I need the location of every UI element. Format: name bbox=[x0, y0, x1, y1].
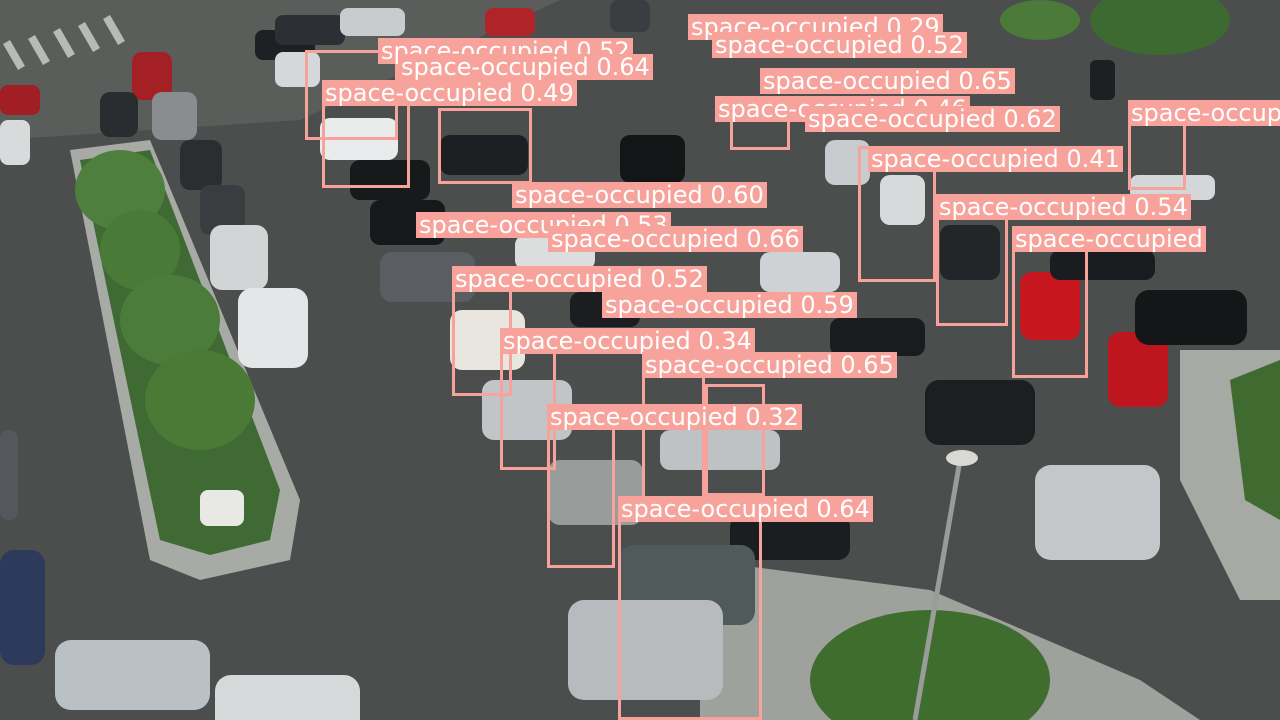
detection-box bbox=[705, 384, 765, 496]
detection-label: space-occupied 0.43 bbox=[1128, 100, 1280, 126]
detection-label: space-occupied 0.49 bbox=[322, 80, 577, 106]
detection-label: space-occupied 0.32 bbox=[547, 404, 802, 430]
detection-box bbox=[438, 108, 532, 184]
detection-label: space-occupied 0.52 bbox=[712, 32, 967, 58]
detection-label: space-occupied 0.64 bbox=[618, 496, 873, 522]
detection-label: space-occupied 0.59 bbox=[602, 292, 857, 318]
detection-label: space-occupied 0.60 bbox=[512, 182, 767, 208]
detection-box bbox=[618, 496, 762, 720]
detection-label: space-occupied 0.41 bbox=[868, 146, 1123, 172]
detection-label: space-occupied bbox=[1012, 226, 1206, 252]
detection-label: space-occupied 0.64 bbox=[398, 54, 653, 80]
detection-label: space-occupied 0.34 bbox=[500, 328, 755, 354]
detection-label: space-occupied 0.54 bbox=[936, 194, 1191, 220]
detection-label: space-occupied 0.65 bbox=[642, 352, 897, 378]
detection-label: space-occupied 0.65 bbox=[760, 68, 1015, 94]
detection-label: space-occupied 0.62 bbox=[805, 106, 1060, 132]
detection-label: space-occupied 0.52 bbox=[452, 266, 707, 292]
detection-label: space-occupied 0.66 bbox=[548, 226, 803, 252]
